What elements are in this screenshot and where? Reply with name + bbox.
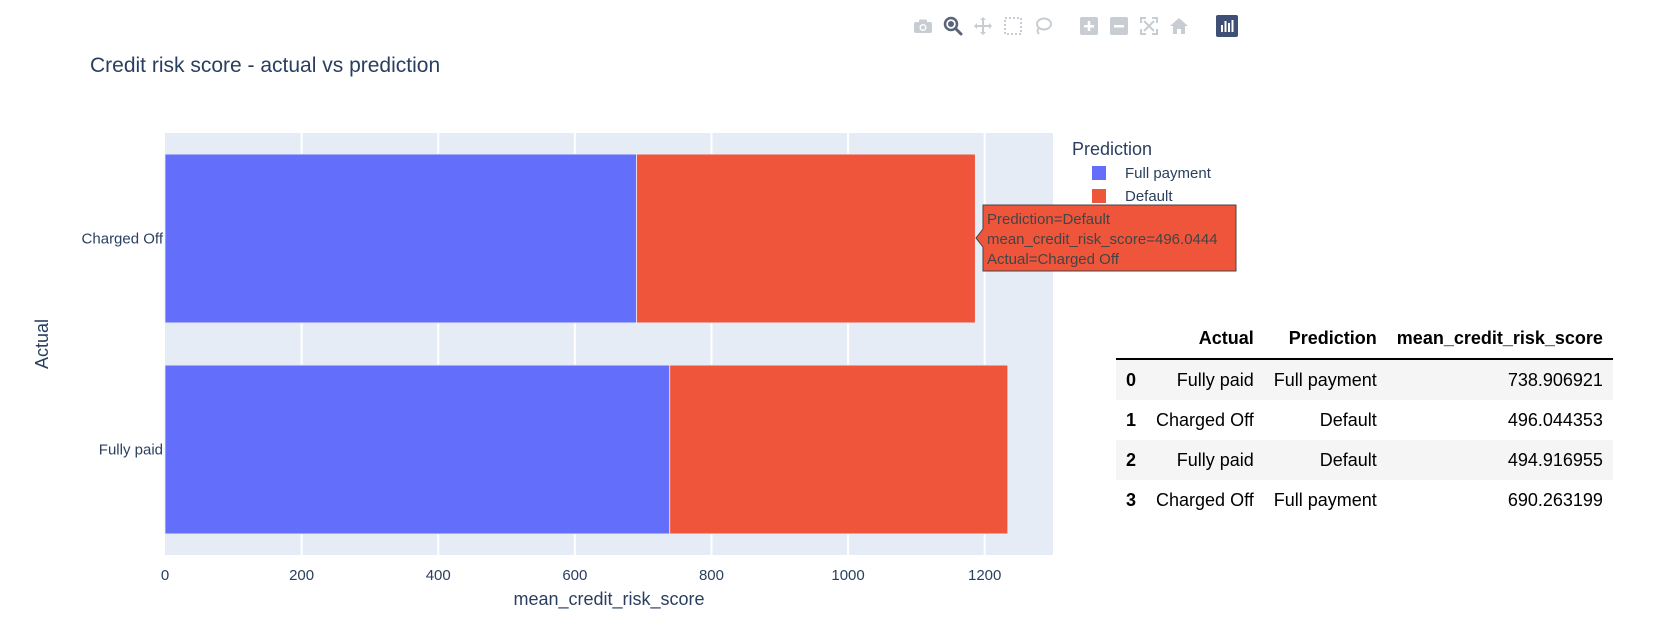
x-tick-label: 800	[699, 567, 724, 584]
table-cell: 496.044353	[1507, 409, 1603, 430]
table-cell: Default	[1319, 409, 1377, 430]
table-row: 3 Charged Off Full payment 690.263199	[1116, 480, 1613, 520]
y-axis-title: Actual	[32, 319, 52, 369]
y-tick-label: Charged Off	[82, 231, 164, 248]
legend-item[interactable]: Full payment	[1092, 165, 1212, 182]
zoom-in-icon[interactable]	[1078, 15, 1100, 37]
bar-full-payment[interactable]	[164, 364, 671, 535]
x-tick-label: 200	[289, 567, 314, 584]
table-cell: Default	[1263, 440, 1387, 480]
table-cell: 494.916955	[1386, 440, 1613, 480]
legend-item[interactable]: Default	[1092, 188, 1173, 205]
bars	[164, 153, 1009, 535]
y-tick-label: Fully paid	[99, 442, 163, 459]
x-axis-title: mean_credit_risk_score	[513, 589, 704, 610]
table-index-cell: 3	[1126, 489, 1137, 510]
autoscale-icon[interactable]	[1138, 15, 1160, 37]
hover-line: Prediction=Default	[987, 211, 1111, 228]
x-tick-label: 1200	[968, 567, 1001, 584]
table-header-cell: mean_credit_risk_score	[1386, 318, 1613, 360]
x-tick-label: 600	[562, 567, 587, 584]
hover-tooltip: Prediction=Default mean_credit_risk_scor…	[975, 204, 1237, 272]
zoom-out-icon[interactable]	[1108, 15, 1130, 37]
table-header-cell: Actual	[1146, 318, 1264, 360]
table-index-cell: 2	[1116, 440, 1147, 480]
table-row: 1 Charged Off Default 496.044353	[1116, 400, 1613, 440]
zoom-icon[interactable]	[942, 15, 964, 37]
table-row: 0 Fully paid Full payment 738.906921	[1116, 359, 1613, 400]
table-header-cell: Prediction	[1263, 318, 1387, 360]
table-header-cell	[1116, 318, 1147, 360]
table-cell: Fully paid	[1146, 359, 1264, 400]
bar-full-payment[interactable]	[164, 153, 637, 324]
table-header-row: Actual Prediction mean_credit_risk_score	[1116, 318, 1613, 360]
plotly-logo-icon[interactable]	[1216, 15, 1238, 37]
pan-icon[interactable]	[972, 15, 994, 37]
legend-swatch	[1092, 189, 1106, 203]
legend: Prediction Full payment Default	[1072, 139, 1212, 205]
hover-line: mean_credit_risk_score=496.0444	[987, 231, 1218, 248]
x-tick-label: 1000	[831, 567, 864, 584]
legend-title: Prediction	[1072, 139, 1152, 159]
bar-default[interactable]	[636, 153, 976, 324]
legend-label: Default	[1125, 188, 1173, 205]
table-cell: Full payment	[1263, 359, 1387, 400]
box-select-icon[interactable]	[1002, 15, 1024, 37]
dataframe-table: Actual Prediction mean_credit_risk_score…	[1116, 318, 1613, 520]
table-cell: Charged Off	[1156, 409, 1254, 430]
table-cell: 738.906921	[1386, 359, 1613, 400]
reset-axes-icon[interactable]	[1168, 15, 1190, 37]
table-cell: Fully paid	[1146, 440, 1264, 480]
lasso-select-icon[interactable]	[1032, 15, 1054, 37]
table-index-cell: 1	[1126, 409, 1137, 430]
legend-label: Full payment	[1125, 165, 1212, 182]
x-axis-ticks: 0 200 400 600 800 1000 1200	[161, 567, 1002, 584]
table-row: 2 Fully paid Default 494.916955	[1116, 440, 1613, 480]
x-tick-label: 400	[426, 567, 451, 584]
table-index-cell: 0	[1116, 359, 1147, 400]
hover-line: Actual=Charged Off	[987, 251, 1120, 268]
y-axis-ticks: Charged Off Fully paid	[82, 231, 164, 459]
x-tick-label: 0	[161, 567, 169, 584]
camera-icon[interactable]	[912, 15, 934, 37]
table-cell: Charged Off	[1156, 489, 1254, 510]
table-cell: 690.263199	[1507, 489, 1603, 510]
table-cell: Full payment	[1273, 489, 1377, 510]
modebar	[912, 14, 1238, 38]
chart-title: Credit risk score - actual vs prediction	[90, 54, 440, 77]
legend-swatch	[1092, 166, 1106, 180]
bar-default[interactable]	[669, 364, 1009, 535]
